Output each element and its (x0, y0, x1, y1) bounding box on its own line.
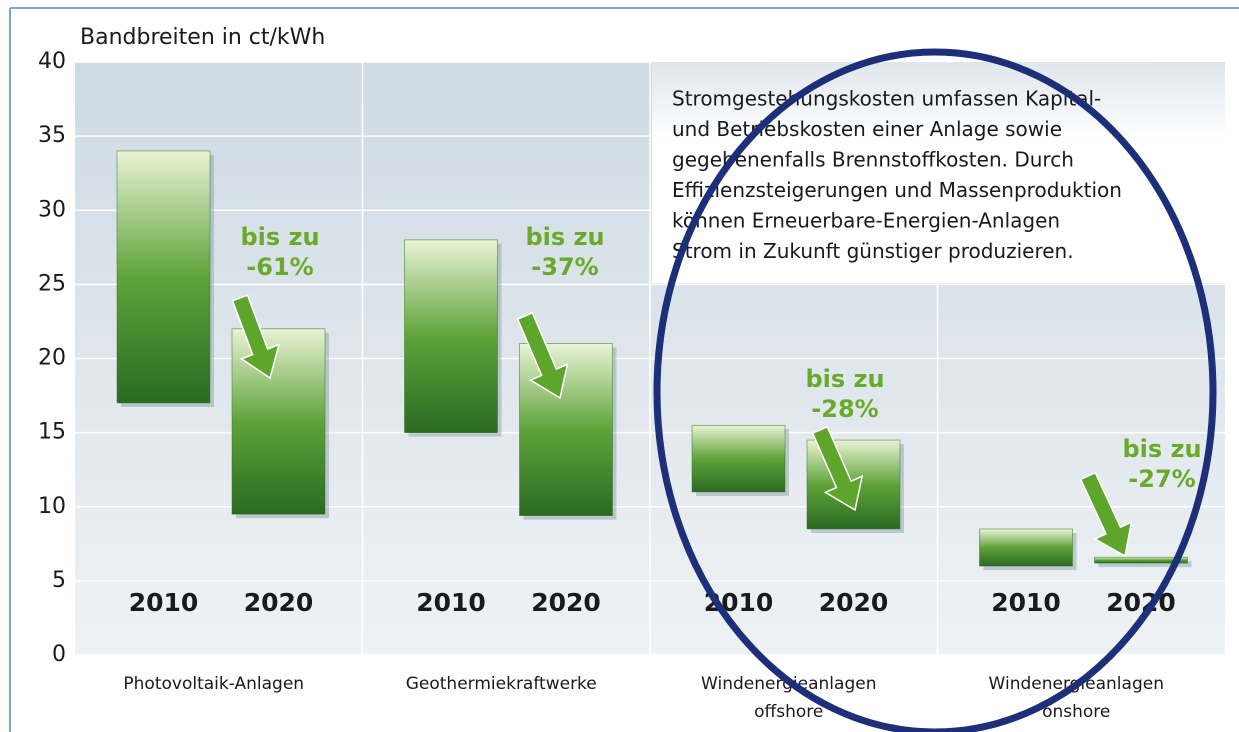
y-tick-label: 30 (38, 197, 66, 222)
y-tick-label: 20 (38, 346, 66, 371)
range-bar (979, 528, 1073, 567)
year-label: 2020 (244, 588, 314, 617)
trend-arrow (231, 294, 280, 380)
range-bar (691, 424, 786, 493)
annotation: bis zu -61% (240, 223, 319, 281)
y-tick-label: 10 (38, 494, 66, 519)
year-label: 2020 (819, 588, 889, 617)
category-label: Geothermiekraftwerke (406, 674, 597, 694)
y-tick-label: 25 (38, 271, 66, 296)
note-line: Effizienzsteigerungen und Massenprodukti… (672, 178, 1122, 202)
annotation: bis zu -27% (1122, 435, 1201, 493)
y-tick-label: 35 (38, 123, 66, 148)
highlight-ellipse (653, 48, 1217, 732)
y-axis-label: Bandbreiten in ct/kWh (80, 25, 325, 50)
range-bar (404, 239, 498, 433)
y-tick-label: 5 (52, 568, 66, 593)
trend-arrow (811, 425, 864, 512)
note-line: Stromgestehungskosten umfassen Kapital- (672, 87, 1101, 111)
annotation: bis zu -37% (525, 223, 604, 281)
y-tick-label: 0 (52, 642, 66, 667)
year-label: 2020 (1106, 588, 1176, 617)
trend-arrow (516, 311, 569, 400)
arrow-shape (231, 294, 280, 380)
trend-arrow (1079, 471, 1133, 558)
year-label: 2010 (129, 588, 199, 617)
year-label: 2010 (991, 588, 1061, 617)
arrow-shape (1079, 471, 1133, 558)
bar-shadow (1098, 561, 1192, 568)
note-line: können Erneuerbare-Energien-Anlagen (672, 209, 1060, 233)
range-bar (1094, 556, 1188, 564)
y-tick-label: 15 (38, 420, 66, 445)
year-label: 2010 (416, 588, 486, 617)
range-bar (116, 150, 211, 404)
arrow-shape (516, 311, 569, 400)
arrow-shape (811, 425, 864, 512)
note-box (652, 62, 1225, 283)
year-label: 2020 (531, 588, 601, 617)
annotation: bis zu -28% (805, 365, 884, 423)
note-line: Strom in Zukunft günstiger produzieren. (672, 239, 1074, 263)
note-line: und Betriebskosten einer Anlage sowie (672, 117, 1062, 141)
category-label: Photovoltaik-Anlagen (123, 674, 304, 694)
y-tick-label: 40 (38, 49, 66, 74)
